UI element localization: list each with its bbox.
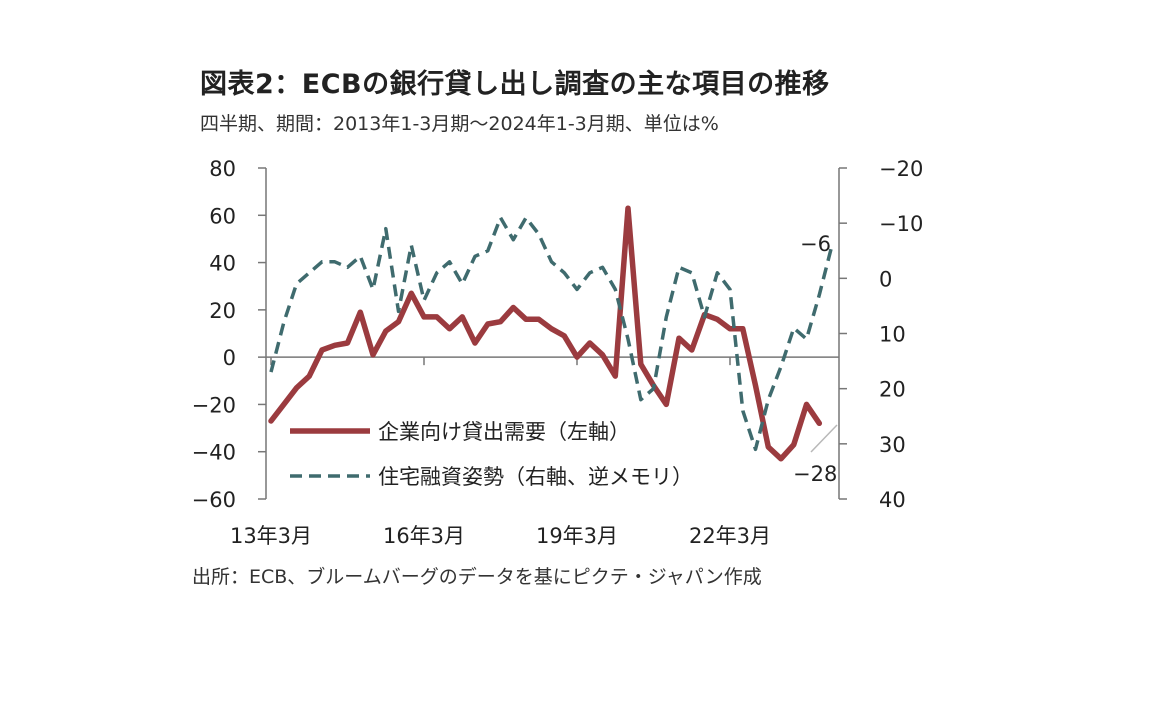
annotation-leader-line [810, 424, 838, 453]
left-tick-label: 60 [209, 204, 236, 228]
x-tick-label: 13年3月 [230, 524, 312, 548]
x-tick-label: 16年3月 [383, 524, 465, 548]
legend-label-loan-demand: 企業向け貸出需要（左軸） [378, 420, 630, 444]
annotation-latest-loan: −28 [793, 462, 837, 486]
chart-subtitle: 四半期、期間：2013年1-3月期～2024年1-3月期、単位は% [200, 113, 719, 135]
chart-title: 図表2：ECBの銀行貸し出し調査の主な項目の推移 [200, 69, 830, 100]
left-tick-label: 0 [223, 346, 236, 370]
right-tick-label: 0 [879, 267, 892, 291]
right-tick-label: 40 [879, 488, 906, 512]
chart-series [268, 205, 834, 462]
annotation-latest-housing: −6 [800, 232, 831, 256]
left-tick-label: 20 [209, 299, 236, 323]
left-tick-label: 80 [209, 157, 236, 181]
right-tick-label: −20 [879, 157, 923, 181]
legend-label-housing-credit: 住宅融資姿勢（右軸、逆メモリ） [378, 465, 693, 489]
left-tick-label: −20 [192, 393, 236, 417]
series-line-loan-demand [268, 205, 823, 462]
series-line-housing-credit [269, 215, 834, 452]
chart-annotations: −6 −28 [793, 232, 838, 486]
left-tick-label: −60 [192, 488, 236, 512]
chart-legend: 企業向け貸出需要（左軸） 住宅融資姿勢（右軸、逆メモリ） [290, 420, 693, 489]
right-tick-label: −10 [879, 212, 923, 236]
right-tick-label: 30 [879, 433, 906, 457]
x-tick-label: 19年3月 [536, 524, 618, 548]
source-note: 出所：ECB、ブルームバーグのデータを基にピクテ・ジャパン作成 [192, 566, 762, 588]
left-tick-label: 40 [209, 252, 236, 276]
x-tick-label: 22年3月 [689, 524, 771, 548]
right-tick-label: 10 [879, 323, 906, 347]
right-tick-label: 20 [879, 378, 906, 402]
chart-axes: 80 60 40 20 0 −20 −40 −60 −20 −10 0 10 20 30 40 13年3月 16… [192, 157, 924, 548]
left-tick-label: −40 [192, 441, 236, 465]
